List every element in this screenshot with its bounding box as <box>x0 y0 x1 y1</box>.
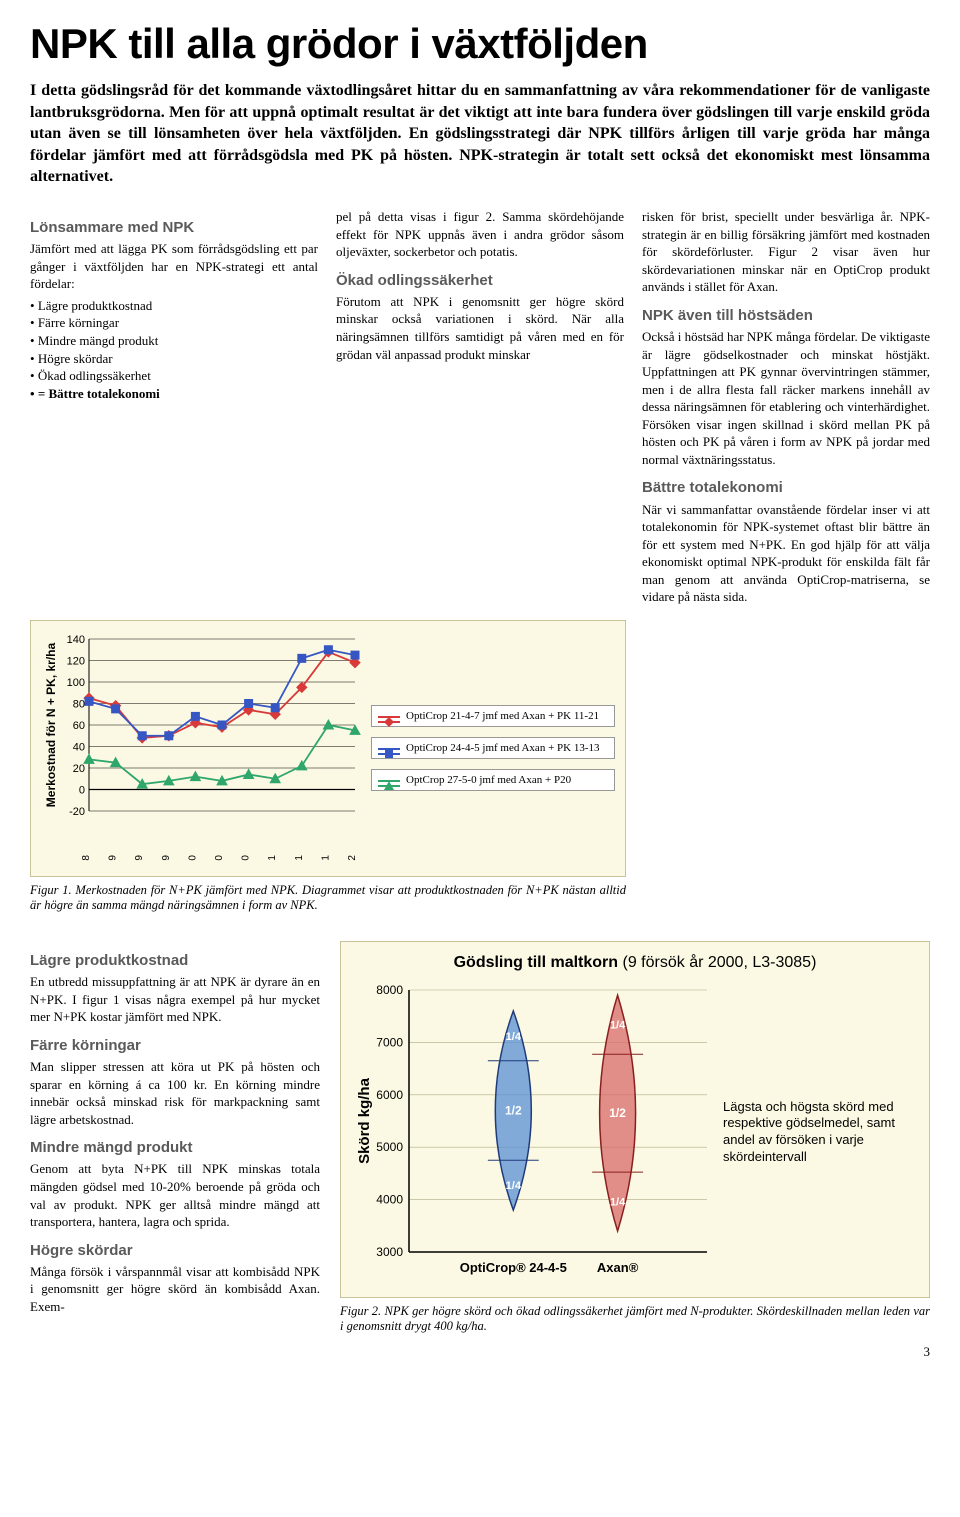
figure-2-panel: Gödsling till maltkorn (9 försök år 2000… <box>340 941 930 1298</box>
legend-label: OptiCrop 24-4-5 jmf med Axan + PK 13-13 <box>406 742 600 754</box>
svg-text:4000: 4000 <box>376 1192 403 1206</box>
col2-heading: Ökad odlingssäkerhet <box>336 271 624 291</box>
legend-item: OptCrop 27-5-0 jmf med Axan + P20 <box>371 769 615 791</box>
svg-text:1/4: 1/4 <box>610 1196 626 1208</box>
figure-1-caption: Figur 1. Merkostnaden för N+PK jämfört m… <box>30 883 626 913</box>
svg-text:1/4: 1/4 <box>506 1180 522 1192</box>
svg-text:100: 100 <box>67 677 85 689</box>
svg-text:mar-02: mar-02 <box>347 854 358 860</box>
svg-text:5000: 5000 <box>376 1140 403 1154</box>
legend-label: OptiCrop 21-4-7 jmf med Axan + PK 11-21 <box>406 710 599 722</box>
figure-1-legend: OptiCrop 21-4-7 jmf med Axan + PK 11-21 O… <box>371 631 615 866</box>
svg-text:6000: 6000 <box>376 1088 403 1102</box>
svg-text:1/2: 1/2 <box>505 1103 522 1117</box>
figure-2-title-bold: Gödsling till maltkorn <box>454 954 618 971</box>
svg-text:jan-01: jan-01 <box>267 854 278 860</box>
svg-text:maj-01: maj-01 <box>294 854 305 860</box>
figure-1-panel: -20 0 20 40 60 80 100 120 140 sep-98 jan-99 maj-99 s… <box>30 620 626 877</box>
svg-text:OptiCrop® 24-4-5: OptiCrop® 24-4-5 <box>460 1260 567 1275</box>
col1-heading: Lönsammare med NPK <box>30 218 318 238</box>
svg-text:40: 40 <box>73 741 85 753</box>
ll-s3p: Genom att byta N+PK till NPK minskas tot… <box>30 1160 320 1230</box>
ll-s4h: Högre skördar <box>30 1241 320 1261</box>
svg-text:1/2: 1/2 <box>609 1106 626 1120</box>
page-number: 3 <box>30 1344 930 1360</box>
intro-paragraph: I detta gödslingsråd för det kommande vä… <box>30 80 930 188</box>
ll-s1p: En utbredd missuppfattning är att NPK är… <box>30 973 320 1026</box>
figure-1-chart: -20 0 20 40 60 80 100 120 140 sep-98 jan-99 maj-99 s… <box>41 631 361 866</box>
svg-text:80: 80 <box>73 698 85 710</box>
ll-s4p: Många försök i vårspannmål visar att kom… <box>30 1263 320 1316</box>
svg-text:maj-99: maj-99 <box>134 854 145 860</box>
svg-text:-20: -20 <box>69 806 85 818</box>
figure-2-chart: 3000 4000 5000 6000 7000 8000 Skörd kg/ha 1/4 1/… <box>353 980 713 1285</box>
lower-right-column: Gödsling till maltkorn (9 försök år 2000… <box>340 941 930 1334</box>
svg-text:sep-01: sep-01 <box>320 854 331 860</box>
svg-text:3000: 3000 <box>376 1245 403 1259</box>
ll-s3h: Mindre mängd produkt <box>30 1138 320 1158</box>
svg-text:20: 20 <box>73 763 85 775</box>
figure-2-note: Lägsta och högsta skörd med respektive g… <box>723 1099 917 1167</box>
svg-text:jan-00: jan-00 <box>187 854 198 860</box>
ll-s2h: Färre körningar <box>30 1036 320 1056</box>
page-title: NPK till alla grödor i växtföljden <box>30 20 930 68</box>
figure-2-title: Gödsling till maltkorn (9 försök år 2000… <box>353 954 917 972</box>
lower-left-column: Lägre produktkostnad En utbredd missuppf… <box>30 941 320 1334</box>
svg-text:140: 140 <box>67 634 85 646</box>
svg-text:7000: 7000 <box>376 1035 403 1049</box>
svg-text:Skörd kg/ha: Skörd kg/ha <box>356 1077 373 1164</box>
svg-text:60: 60 <box>73 720 85 732</box>
ll-s1h: Lägre produktkostnad <box>30 951 320 971</box>
col3-p1: risken för brist, speciellt under besvär… <box>642 208 930 296</box>
svg-text:sep-00: sep-00 <box>241 854 252 860</box>
figure-2-caption: Figur 2. NPK ger högre skörd och ökad od… <box>340 1304 930 1334</box>
svg-text:Merkostnad för N + PK, kr/ha: Merkostnad för N + PK, kr/ha <box>44 642 58 807</box>
figure-2-title-rest: (9 försök år 2000, L3-3085) <box>623 954 817 971</box>
legend-item: OptiCrop 21-4-7 jmf med Axan + PK 11-21 <box>371 705 615 727</box>
svg-text:Axan®: Axan® <box>597 1260 639 1275</box>
legend-item: OptiCrop 24-4-5 jmf med Axan + PK 13-13 <box>371 737 615 759</box>
svg-text:1/4: 1/4 <box>610 1020 626 1032</box>
col2-p1: pel på detta visas i figur 2. Samma skör… <box>336 208 624 261</box>
svg-text:0: 0 <box>79 784 85 796</box>
svg-text:sep-99: sep-99 <box>161 854 172 860</box>
legend-label: OptCrop 27-5-0 jmf med Axan + P20 <box>406 774 571 786</box>
svg-text:1/4: 1/4 <box>506 1031 522 1043</box>
svg-text:8000: 8000 <box>376 983 403 997</box>
ll-s2p: Man slipper stressen att köra ut PK på h… <box>30 1058 320 1128</box>
svg-text:sep-98: sep-98 <box>81 854 92 860</box>
svg-text:120: 120 <box>67 655 85 667</box>
col1-p1: Jämfört med att lägga PK som förrådsgöds… <box>30 240 318 293</box>
svg-text:jan-99: jan-99 <box>108 854 119 860</box>
svg-text:maj-00: maj-00 <box>214 854 225 860</box>
